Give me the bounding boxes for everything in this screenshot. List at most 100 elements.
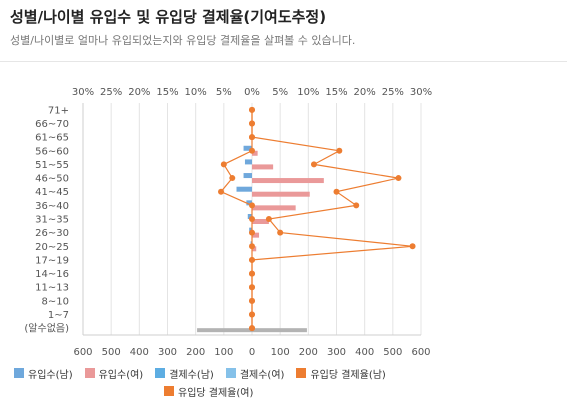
bottom-axis-tick-label: 400: [130, 347, 149, 358]
category-label: 11~13: [35, 283, 69, 294]
rate-point: [249, 325, 255, 332]
bottom-axis-tick-label: 300: [327, 347, 346, 358]
bottom-axis-tick-label: 400: [355, 347, 374, 358]
bottom-axis-tick-label: 500: [102, 347, 121, 358]
rate-point: [249, 202, 255, 209]
rate-point: [249, 147, 255, 154]
bar: [252, 205, 296, 211]
legend-swatch: [296, 368, 307, 378]
category-label: 71+: [48, 105, 69, 116]
top-axis-tick-label: 15%: [156, 87, 178, 98]
rate-point: [333, 188, 340, 195]
legend-item[interactable]: 유입수(남): [14, 365, 73, 381]
rate-point: [218, 188, 225, 195]
legend-item[interactable]: 결제수(남): [155, 365, 214, 381]
rate-point: [249, 106, 255, 113]
bar: [252, 328, 307, 333]
bar: [252, 150, 258, 156]
rate-point: [249, 270, 255, 277]
category-label: 41~45: [35, 187, 69, 198]
top-axis-tick-label: 25%: [100, 87, 122, 98]
top-axis-tick-label: 30%: [72, 87, 94, 98]
bottom-axis-tick-label: 0: [249, 347, 255, 358]
bar: [244, 159, 252, 165]
top-axis-tick-label: 30%: [410, 87, 432, 98]
legend-label: 유입수(여): [98, 369, 144, 381]
category-label: 31~35: [35, 215, 69, 226]
top-axis-tick-label: 15%: [325, 87, 347, 98]
top-axis-tick-label: 20%: [128, 87, 150, 98]
legend-label: 유입당 결제율(여): [178, 387, 254, 399]
bar: [243, 145, 252, 151]
chart-subtitle: 성별/나이별로 얼마나 유입되었는지와 유입당 결제율을 살펴볼 수 있습니다.: [10, 34, 356, 47]
legend-label: 유입수(남): [28, 369, 73, 381]
rate-point: [249, 216, 255, 222]
bottom-axis-tick-label: 600: [73, 347, 92, 358]
bar: [246, 200, 252, 206]
legend-label: 결제수(여): [239, 369, 285, 381]
bottom-axis-tick-label: 600: [411, 347, 430, 358]
category-label: 20~25: [35, 242, 69, 253]
legend-item[interactable]: 유입수(여): [84, 365, 144, 381]
rate-point: [409, 243, 416, 250]
legend-swatch: [225, 368, 236, 378]
bottom-axis-tick-label: 200: [299, 347, 318, 358]
chart-title: 성별/나이별 유입수 및 유입당 결제율(기여도추정): [10, 8, 327, 26]
bottom-axis-tick-label: 300: [158, 347, 177, 358]
bottom-axis-tick-label: 100: [214, 347, 233, 358]
rate-point: [395, 175, 402, 182]
rate-line: [251, 109, 413, 329]
bottom-axis-tick-label: 200: [186, 347, 205, 358]
header-divider: [0, 61, 567, 62]
rate-point: [353, 202, 360, 209]
bar: [252, 246, 257, 252]
top-axis-tick-label: 5%: [272, 87, 288, 98]
category-label: 26~30: [35, 228, 69, 239]
rate-point: [249, 229, 255, 236]
rate-point: [220, 161, 227, 168]
legend-item[interactable]: 유입당 결제율(남): [296, 365, 386, 381]
rate-point: [277, 229, 284, 236]
category-label: 66~70: [35, 119, 69, 130]
legend-row: 유입수(남) 유입수(여) 결제수(남) 결제수(여) 유입당 결제율(남) 유입당 결제…: [14, 365, 434, 399]
bar: [252, 232, 260, 238]
top-axis-tick-label: 5%: [216, 87, 232, 98]
legend-swatch: [155, 368, 166, 378]
legend-swatch: [164, 386, 174, 396]
rate-point: [249, 243, 255, 250]
legend-swatch: [84, 368, 95, 378]
legend-label: 유입당 결제율(남): [310, 369, 386, 381]
bar: [252, 191, 310, 197]
rate-point: [249, 134, 255, 141]
category-label: 8~10: [42, 296, 69, 307]
top-axis-tick-label: 10%: [297, 87, 319, 98]
category-label: 56~60: [35, 146, 69, 157]
legend-item[interactable]: 유입당 결제율(여): [164, 383, 253, 399]
rate-point: [249, 120, 255, 127]
top-axis-tick-label: 10%: [185, 87, 207, 98]
rate-point: [249, 297, 255, 304]
rate-point: [265, 216, 272, 222]
bottom-axis-tick-label: 500: [383, 347, 402, 358]
bar: [252, 219, 269, 224]
category-label: 46~50: [35, 174, 69, 185]
bar: [236, 186, 252, 192]
rate-point: [249, 284, 255, 291]
bottom-axis-tick-label: 100: [271, 347, 290, 358]
category-label: 17~19: [35, 255, 69, 266]
legend-item[interactable]: 결제수(여): [225, 365, 285, 381]
top-axis-tick-label: 0%: [244, 87, 260, 98]
top-axis-tick-label: 25%: [382, 87, 404, 98]
bar: [252, 164, 274, 170]
category-label: 14~16: [35, 269, 69, 280]
top-axis-tick-label: 20%: [354, 87, 376, 98]
bar: [197, 328, 252, 333]
rate-line: [220, 109, 253, 329]
chart-legend: 유입수(남) 유입수(여) 결제수(남) 결제수(여) 유입당 결제율(남) 유입당 결제…: [14, 365, 434, 399]
category-label: 51~55: [35, 160, 69, 171]
bar: [243, 173, 252, 179]
bar: [247, 214, 252, 219]
legend-label: 결제수(남): [169, 369, 214, 381]
rate-point: [249, 256, 255, 263]
